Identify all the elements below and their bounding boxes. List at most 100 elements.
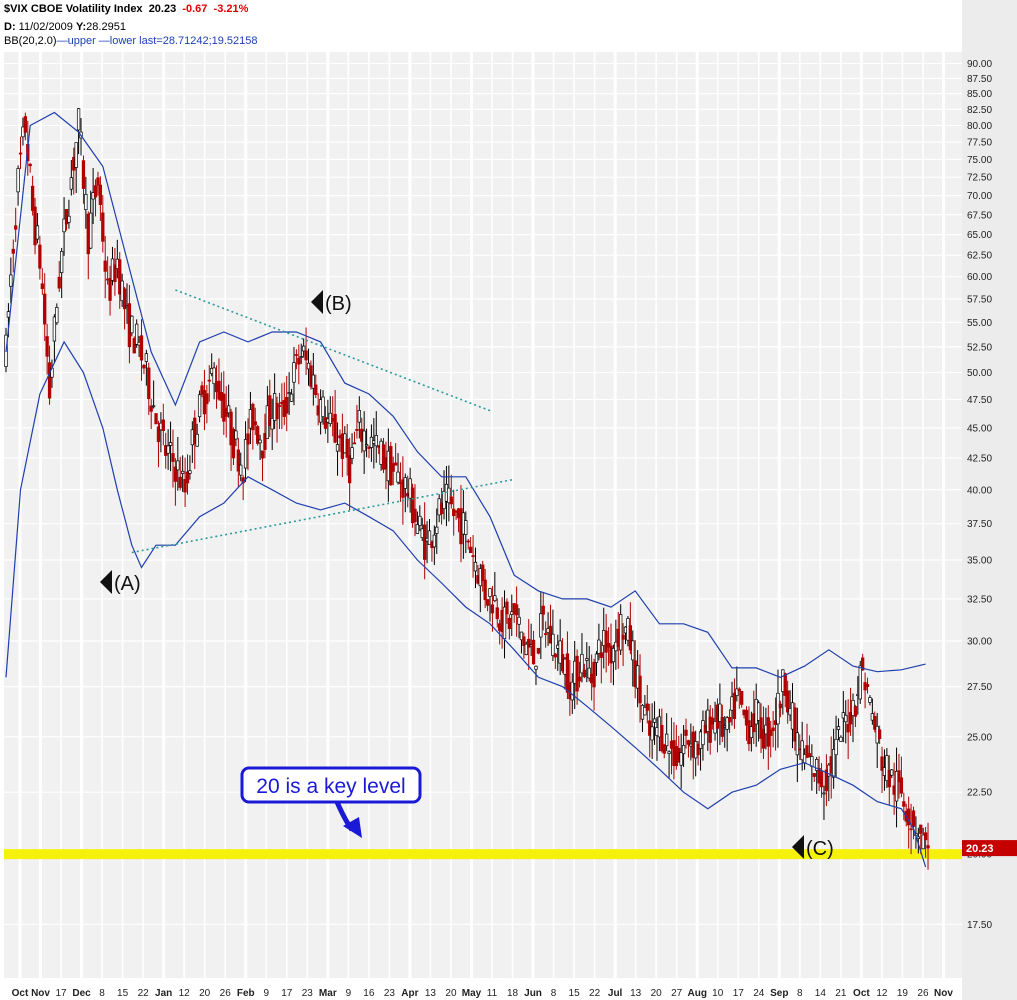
candle-down bbox=[727, 717, 732, 723]
candle-up bbox=[890, 769, 894, 776]
candle-up bbox=[357, 410, 361, 423]
candle-down bbox=[413, 508, 417, 523]
x-tick-label: 19 bbox=[897, 988, 909, 999]
candle-up bbox=[432, 534, 436, 548]
candle-up bbox=[335, 444, 340, 452]
candle-down bbox=[96, 177, 100, 186]
candle-up bbox=[362, 430, 366, 452]
candle-down bbox=[732, 692, 737, 720]
candle-up bbox=[302, 345, 306, 352]
candle-up bbox=[619, 614, 623, 651]
candle-down bbox=[345, 438, 349, 458]
candle-down bbox=[11, 248, 15, 254]
candle-down bbox=[14, 225, 18, 230]
candle-up bbox=[374, 435, 378, 447]
candle-down bbox=[333, 413, 337, 443]
candle-down bbox=[154, 413, 158, 425]
candle-down bbox=[352, 442, 357, 445]
y-tick-label: 25.00 bbox=[967, 732, 992, 743]
candle-up bbox=[418, 515, 422, 526]
y-tick-label: 87.50 bbox=[967, 74, 992, 85]
candle-down bbox=[246, 433, 250, 445]
candle-down bbox=[660, 725, 664, 752]
candle-down bbox=[391, 463, 395, 472]
cursor-readout: D: 11/02/2009 Y:28.2951 bbox=[4, 21, 126, 33]
candle-down bbox=[468, 546, 473, 554]
candle-down bbox=[268, 395, 272, 426]
y-tick-label: 30.00 bbox=[967, 636, 992, 647]
candle-down bbox=[490, 604, 495, 614]
x-tick-label: 27 bbox=[671, 988, 683, 999]
y-tick-label: 77.50 bbox=[967, 138, 992, 149]
candle-up bbox=[810, 756, 814, 767]
candle-up bbox=[594, 653, 599, 663]
candle-up bbox=[364, 444, 369, 447]
candle-down bbox=[294, 354, 299, 356]
candle-down bbox=[45, 336, 49, 357]
candle-down bbox=[149, 405, 153, 412]
candle-up bbox=[570, 681, 574, 701]
candle-up bbox=[643, 707, 647, 716]
candle-down bbox=[183, 479, 187, 493]
y-tick-label: 72.50 bbox=[967, 173, 992, 184]
x-tick-label: 26 bbox=[917, 988, 929, 999]
last-price-tag-label: 20.23 bbox=[966, 843, 994, 855]
bb-label: BB(20,2.0) bbox=[4, 35, 57, 47]
candle-down bbox=[260, 450, 265, 459]
candle-down bbox=[880, 756, 884, 771]
x-tick-label: 18 bbox=[507, 988, 519, 999]
candle-up bbox=[76, 108, 81, 131]
candle-up bbox=[597, 639, 601, 654]
candle-down bbox=[744, 709, 749, 726]
x-tick-label: 9 bbox=[346, 988, 352, 999]
candle-up bbox=[921, 834, 925, 850]
candle-up bbox=[166, 445, 170, 454]
candle-up bbox=[130, 315, 134, 334]
candle-up bbox=[321, 396, 325, 418]
candle-up bbox=[524, 643, 528, 656]
candle-down bbox=[81, 160, 86, 189]
candle-up bbox=[270, 418, 274, 430]
y-tick-label: 42.50 bbox=[967, 453, 992, 464]
candle-down bbox=[737, 688, 741, 692]
candle-up bbox=[258, 439, 262, 444]
y-tick-label: 75.00 bbox=[967, 155, 992, 166]
x-tick-label: Jul bbox=[608, 988, 623, 999]
candle-down bbox=[40, 283, 44, 290]
marker-label: (A) bbox=[114, 573, 141, 595]
triangle-trendline bbox=[175, 289, 491, 412]
last-price: 20.23 bbox=[148, 3, 177, 15]
y-label: Y: bbox=[75, 21, 87, 33]
candle-up bbox=[868, 697, 872, 703]
candle-up bbox=[464, 520, 468, 535]
candle-down bbox=[314, 384, 318, 396]
candle-down bbox=[173, 466, 178, 482]
candle-up bbox=[539, 613, 543, 638]
candle-down bbox=[18, 152, 23, 155]
candle-down bbox=[101, 212, 105, 242]
candle-up bbox=[195, 433, 199, 447]
y-tick-label: 55.00 bbox=[967, 318, 992, 329]
candle-up bbox=[188, 470, 192, 474]
candle-down bbox=[30, 185, 35, 211]
candle-up bbox=[894, 771, 899, 802]
candle-up bbox=[84, 193, 88, 211]
candle-down bbox=[263, 433, 267, 450]
x-tick-label: 26 bbox=[220, 988, 232, 999]
candle-up bbox=[311, 374, 315, 389]
candle-down bbox=[606, 643, 611, 648]
y-tick-label: 90.00 bbox=[967, 59, 992, 70]
x-tick-label: 23 bbox=[384, 988, 396, 999]
candle-up bbox=[212, 367, 216, 385]
x-tick-label: Nov bbox=[934, 988, 953, 999]
x-tick-label: Feb bbox=[237, 988, 255, 999]
marker-label: (C) bbox=[806, 838, 834, 860]
y-tick-label: 62.50 bbox=[967, 251, 992, 262]
candle-down bbox=[686, 740, 691, 745]
candle-down bbox=[909, 828, 913, 831]
x-tick-label: Apr bbox=[401, 988, 418, 999]
candle-up bbox=[35, 225, 40, 240]
candle-up bbox=[558, 640, 562, 664]
candle-down bbox=[253, 421, 257, 426]
